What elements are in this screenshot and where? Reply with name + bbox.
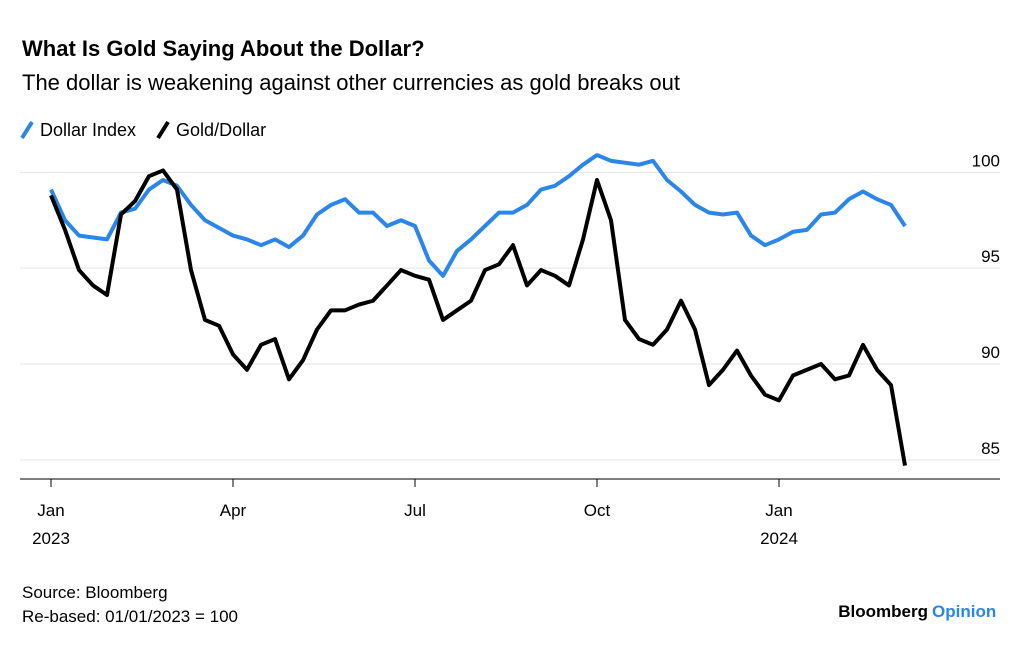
x-year-label: 2024 (760, 529, 798, 548)
chart-title: What Is Gold Saying About the Dollar? (22, 36, 425, 61)
x-tick-label: Jan (765, 501, 792, 520)
x-tick-label: Jan (37, 501, 64, 520)
y-tick-label: 95 (981, 247, 1000, 266)
brand: Bloomberg (838, 602, 928, 621)
x-tick-label: Apr (220, 501, 247, 520)
x-tick-label: Jul (404, 501, 426, 520)
line-series (49, 153, 907, 278)
line-series (49, 168, 907, 466)
legend-label: Dollar Index (40, 120, 136, 140)
note: Re-based: 01/01/2023 = 100 (22, 607, 238, 626)
source: Source: Bloomberg (22, 583, 168, 602)
y-tick-label: 100 (972, 151, 1000, 170)
brand-opinion: Opinion (932, 602, 996, 621)
chart-subtitle: The dollar is weakening against other cu… (22, 70, 680, 95)
x-year-label: 2023 (32, 529, 70, 548)
legend-label: Gold/Dollar (176, 120, 266, 140)
y-tick-label: 85 (981, 439, 1000, 458)
y-tick-label: 90 (981, 343, 1000, 362)
legend-swatch (156, 120, 170, 140)
x-tick-label: Oct (584, 501, 611, 520)
legend-swatch (20, 120, 34, 140)
